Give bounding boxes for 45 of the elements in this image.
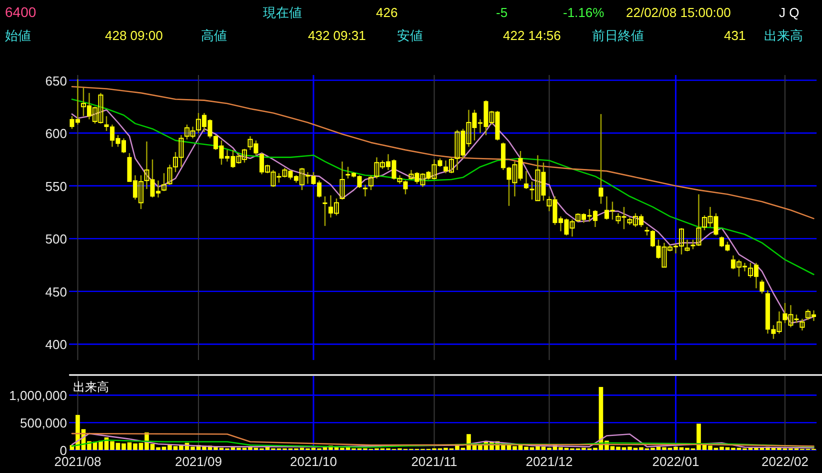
text: 安値 [397, 28, 423, 43]
text: 始値 [5, 28, 31, 43]
y-tick-label: 450 [45, 284, 67, 300]
y-tick-label: 550 [45, 178, 67, 194]
candlestick [524, 170, 528, 190]
x-tick-label: 2021/10 [290, 454, 337, 469]
candlestick [598, 113, 604, 204]
text: 前日終値 [592, 28, 644, 43]
y-tick-label: 600 [45, 126, 67, 142]
candlestick [760, 279, 764, 294]
text: 出来高 [764, 28, 803, 43]
candlestick [340, 160, 345, 200]
text: -1.16% [563, 5, 605, 20]
candlestick [684, 239, 690, 252]
candlestick [322, 196, 328, 227]
text: 22/02/08 15:00:00 [626, 5, 731, 20]
text: 422 14:56 [503, 28, 561, 43]
text: 現在値 [263, 5, 302, 20]
text: 432 09:31 [308, 28, 366, 43]
text: 高値 [201, 28, 227, 43]
candlestick [161, 172, 166, 192]
y-tick-label: 500,000 [20, 416, 67, 431]
line-series [71, 98, 814, 276]
line-series [71, 86, 814, 220]
text: 426 [376, 5, 398, 20]
candlestick [362, 184, 368, 197]
candlestick [167, 164, 172, 186]
chart-title: 6400 [5, 4, 36, 20]
x-tick-label: 2022/02 [761, 454, 808, 469]
y-tick-label: 650 [45, 73, 67, 88]
y-tick-label: 1,000,000 [9, 388, 67, 404]
candlestick [800, 318, 805, 332]
x-tick-label: 2022/01 [652, 454, 700, 469]
line-series [71, 439, 814, 448]
x-tick-label: 2021/12 [526, 454, 573, 469]
y-tick-label: 400 [45, 337, 67, 352]
candlestick [368, 174, 374, 191]
text: 428 09:00 [105, 28, 163, 43]
text: -5 [496, 5, 508, 20]
x-tick-label: 2021/09 [174, 454, 222, 469]
chart-title: 出来高 [73, 380, 109, 394]
text: 431 [724, 28, 746, 43]
x-tick-label: 2021/11 [411, 454, 458, 469]
y-tick-label: 500 [45, 232, 67, 247]
text: J Q [779, 5, 800, 20]
